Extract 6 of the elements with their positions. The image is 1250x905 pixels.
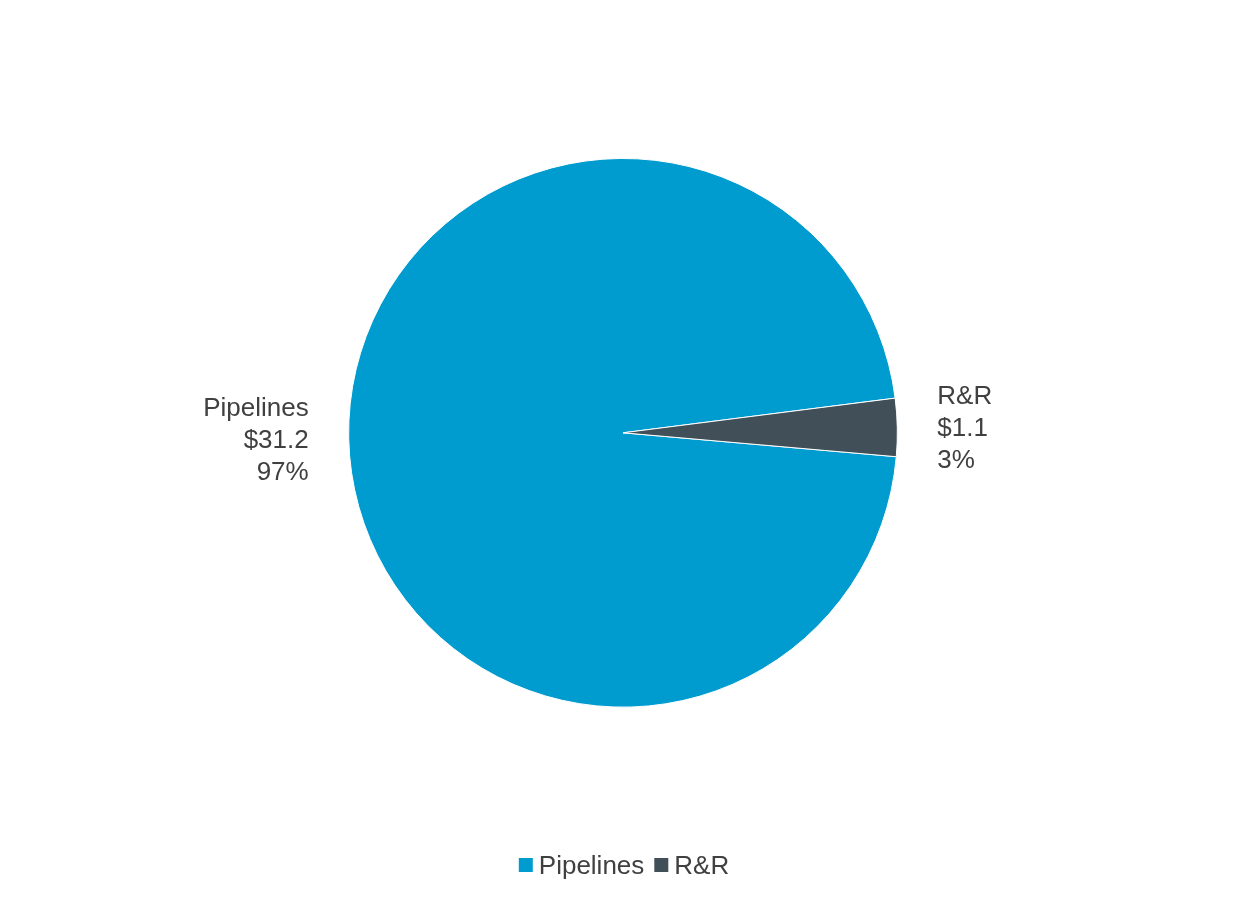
slice-label: Pipelines	[203, 391, 309, 422]
data-label: $1.1 3%	[937, 411, 988, 474]
legend-label: Pipelines	[538, 850, 645, 880]
legend-label: R&R	[674, 850, 730, 880]
data-label: $31.2 97%	[243, 423, 309, 486]
slice-label: R&R	[937, 379, 993, 410]
